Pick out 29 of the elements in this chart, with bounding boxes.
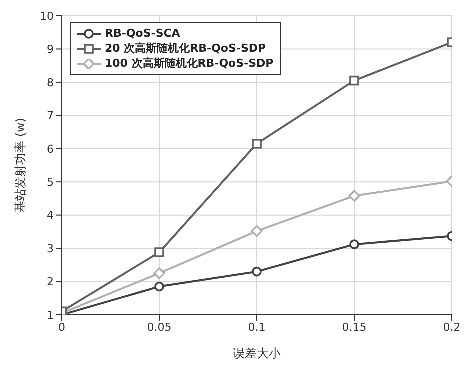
x-tick-label: 0.1 xyxy=(248,320,266,334)
point xyxy=(251,225,263,238)
y-tick-label: 5 xyxy=(47,176,54,190)
y-axis-title: 基站发射功率 (w) xyxy=(13,118,28,213)
point xyxy=(154,268,166,280)
x-tick-label: 0.05 xyxy=(147,320,172,334)
y-tick-label: 9 xyxy=(47,43,54,56)
point xyxy=(252,266,262,277)
legend-label: RB-QoS-SCA xyxy=(105,27,180,40)
y-tick-label: 3 xyxy=(47,242,54,256)
point xyxy=(252,139,262,149)
point xyxy=(350,240,360,250)
x-tick-label: 0.15 xyxy=(342,320,367,334)
y-tick-label: 2 xyxy=(47,276,54,289)
x-axis-title: 误差大小 xyxy=(233,346,281,361)
legend-label: 20 次高斯随机化RB-QoS-SDP xyxy=(105,42,266,55)
legend-label: 100 次高斯随机化RB-QoS-SDP xyxy=(105,57,274,70)
point xyxy=(348,190,360,202)
y-tick-label: 10 xyxy=(40,10,54,23)
point xyxy=(154,282,164,292)
y-tick-label: 1 xyxy=(47,308,54,322)
point xyxy=(154,248,164,258)
y-tick-label: 4 xyxy=(47,209,54,222)
y-tick-label: 8 xyxy=(47,76,54,90)
y-tick-label: 7 xyxy=(47,110,54,123)
x-tick-label: 0 xyxy=(58,320,66,334)
x-tick-label: 0.2 xyxy=(443,320,461,334)
point xyxy=(350,76,360,86)
y-tick-label: 6 xyxy=(47,142,54,156)
